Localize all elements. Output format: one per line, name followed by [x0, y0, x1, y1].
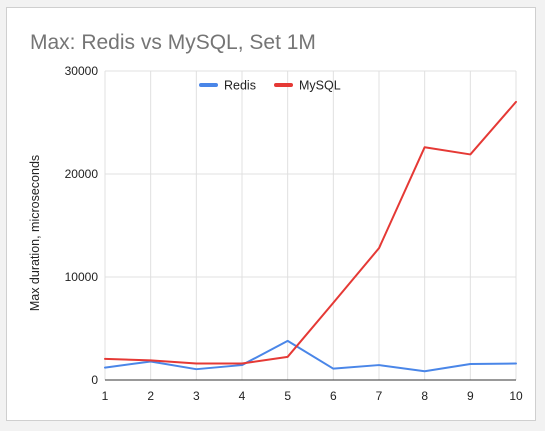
grid [104, 70, 517, 381]
x-tick-label: 6 [330, 389, 337, 403]
y-tick-label: 10000 [65, 270, 99, 284]
y-tick-label: 20000 [65, 167, 99, 181]
chart-card [6, 7, 536, 421]
legend-label-redis: Redis [224, 79, 256, 93]
y-tick-label: 30000 [65, 64, 99, 78]
legend-label-mysql: MySQL [299, 79, 341, 93]
x-tick-label: 4 [239, 389, 246, 403]
x-tick-label: 9 [467, 389, 474, 403]
legend: Redis MySQL [199, 79, 341, 93]
series-line-redis [104, 339, 517, 373]
axis-ticks: 0 10000 20000 30000 1 2 3 4 5 6 7 8 9 10 [65, 64, 523, 403]
chart-title: Max: Redis vs MySQL, Set 1M [30, 31, 316, 54]
y-axis-label: Max duration, microseconds [28, 155, 42, 311]
x-tick-label: 3 [193, 389, 200, 403]
series-lines [104, 100, 517, 373]
x-tick-label: 5 [284, 389, 291, 403]
y-tick-label: 0 [91, 373, 98, 387]
x-tick-label: 1 [102, 389, 109, 403]
series-line-mysql [104, 100, 517, 365]
x-tick-label: 2 [147, 389, 154, 403]
x-tick-label: 7 [376, 389, 383, 403]
x-tick-label: 8 [421, 389, 428, 403]
x-tick-label: 10 [509, 389, 523, 403]
